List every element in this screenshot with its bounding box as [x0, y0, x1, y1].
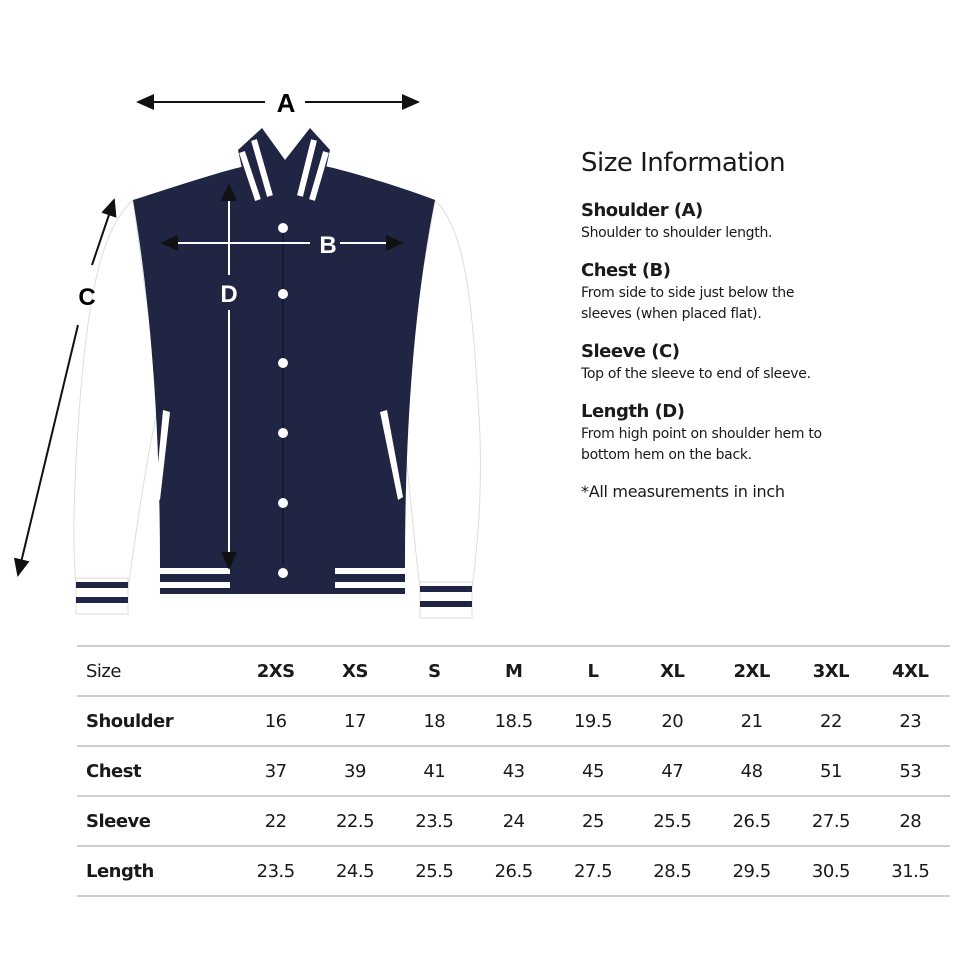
size-column-header: 4XL [870, 646, 950, 697]
heading: Length (D) [581, 401, 685, 422]
size-column-header: 2XS [236, 646, 316, 697]
table-cell: 22 [791, 696, 871, 747]
left-cuff [75, 577, 129, 615]
table-cell: 20 [632, 696, 712, 747]
info-sleeve: Sleeve (C) Top of the sleeve to end of sl… [581, 341, 941, 385]
table-row: Chest 37 39 41 43 45 47 48 51 53 [77, 746, 950, 797]
table-cell: 27.5 [791, 796, 871, 847]
table-row: Shoulder 16 17 18 18.5 19.5 20 21 22 23 [77, 696, 950, 747]
table-cell: 24 [473, 796, 554, 847]
label-a: A [277, 88, 296, 118]
size-column-header: 3XL [791, 646, 871, 697]
description: From high point on shoulder hem to botto… [581, 426, 822, 463]
table-cell: 45 [553, 746, 633, 797]
size-table: Size 2XS XS S M L XL 2XL 3XL 4XL Shoulder 16 17 18 18… [77, 645, 950, 897]
info-length: Length (D) From high point on shoulder he… [581, 401, 941, 466]
table-cell: 25 [553, 796, 633, 847]
table-header-row: Size 2XS XS S M L XL 2XL 3XL 4XL [77, 646, 950, 697]
table-cell: 26.5 [473, 846, 554, 897]
heading: Shoulder (A) [581, 200, 703, 221]
size-column-header: L [553, 646, 633, 697]
buttons [278, 223, 288, 578]
row-label: Shoulder [77, 696, 236, 747]
heading: Chest (B) [581, 260, 671, 281]
table-cell: 18.5 [473, 696, 554, 747]
label-c: C [78, 284, 95, 311]
table-cell: 43 [473, 746, 554, 797]
jacket-diagram: A B D C [13, 88, 481, 619]
size-information: Size Information Shoulder (A) Shoulder to… [581, 148, 941, 501]
table-cell: 51 [791, 746, 871, 797]
table-cell: 24.5 [315, 846, 395, 897]
row-label: Sleeve [77, 796, 236, 847]
label-d: D [220, 281, 237, 308]
arrow-c [91, 198, 117, 266]
table-cell: 23.5 [394, 796, 474, 847]
table-cell: 18 [394, 696, 474, 747]
size-column-header: 2XL [711, 646, 792, 697]
table-cell: 22.5 [315, 796, 395, 847]
info-title: Size Information [581, 148, 786, 178]
table-cell: 48 [711, 746, 792, 797]
table-cell: 23 [870, 696, 950, 747]
table-cell: 30.5 [791, 846, 871, 897]
table-cell: 31.5 [870, 846, 950, 897]
measurement-note: *All measurements in inch [581, 482, 785, 501]
description: From side to side just below the sleeves… [581, 285, 795, 322]
label-b: B [319, 232, 336, 259]
table-cell: 47 [632, 746, 712, 797]
description: Shoulder to shoulder length. [581, 225, 773, 241]
size-column-header: XL [632, 646, 712, 697]
table-cell: 19.5 [553, 696, 633, 747]
heading: Sleeve (C) [581, 341, 680, 362]
size-column-header: M [473, 646, 554, 697]
table-cell: 28.5 [632, 846, 712, 897]
table-row: Sleeve 22 22.5 23.5 24 25 25.5 26.5 27.5 28 [77, 796, 950, 847]
table-cell: 39 [315, 746, 395, 797]
table-cell: 21 [711, 696, 792, 747]
table-cell: 41 [394, 746, 474, 797]
table-cell: 23.5 [236, 846, 316, 897]
collar [238, 128, 330, 225]
table-cell: 37 [236, 746, 316, 797]
table-cell: 29.5 [711, 846, 792, 897]
row-label: Length [77, 846, 236, 897]
left-sleeve [73, 198, 161, 591]
table-cell: 25.5 [394, 846, 474, 897]
size-column-header: XS [315, 646, 395, 697]
row-label: Chest [77, 746, 236, 797]
table-cell: 22 [236, 796, 316, 847]
table-cell: 27.5 [553, 846, 633, 897]
right-cuff [419, 581, 473, 619]
waistband [160, 562, 405, 594]
table-cell: 16 [236, 696, 316, 747]
description: Top of the sleeve to end of sleeve. [581, 366, 811, 382]
table-cell: 17 [315, 696, 395, 747]
table-cell: 26.5 [711, 796, 792, 847]
right-sleeve [399, 198, 481, 591]
size-header: Size [77, 646, 236, 697]
table-row: Length 23.5 24.5 25.5 26.5 27.5 28.5 29.5 30.5 31… [77, 846, 950, 897]
table-cell: 25.5 [632, 796, 712, 847]
info-shoulder: Shoulder (A) Shoulder to shoulder length. [581, 200, 941, 244]
table-cell: 53 [870, 746, 950, 797]
size-column-header: S [394, 646, 474, 697]
info-chest: Chest (B) From side to side just below th… [581, 260, 941, 325]
table-cell: 28 [870, 796, 950, 847]
